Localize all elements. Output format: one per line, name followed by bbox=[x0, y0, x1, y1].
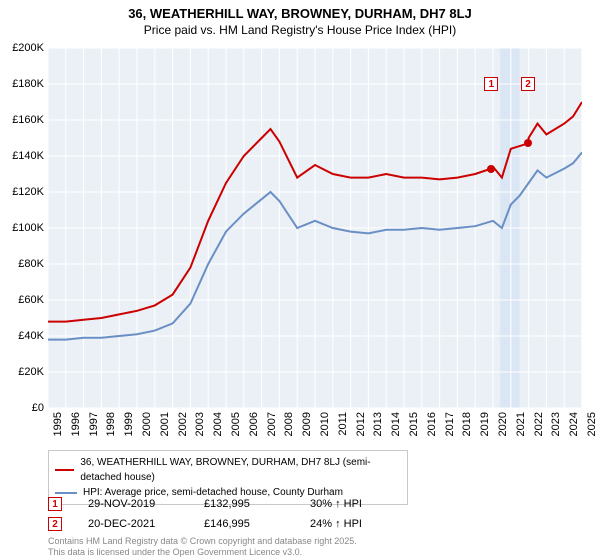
plot-svg bbox=[48, 48, 582, 408]
sale-marker-icon: 2 bbox=[48, 517, 62, 531]
x-tick-label: 1995 bbox=[52, 412, 64, 436]
x-tick-label: 2001 bbox=[159, 412, 171, 436]
attribution-line: This data is licensed under the Open Gov… bbox=[48, 547, 357, 558]
legend-label: 36, WEATHERHILL WAY, BROWNEY, DURHAM, DH… bbox=[80, 455, 401, 485]
attribution-line: Contains HM Land Registry data © Crown c… bbox=[48, 536, 357, 547]
x-tick-label: 2025 bbox=[586, 412, 598, 436]
x-tick-label: 2010 bbox=[319, 412, 331, 436]
attribution: Contains HM Land Registry data © Crown c… bbox=[48, 536, 357, 558]
sales-table: 1 29-NOV-2019 £132,995 30% ↑ HPI 2 20-DE… bbox=[48, 494, 362, 534]
legend-swatch bbox=[55, 469, 74, 471]
sale-delta: 30% ↑ HPI bbox=[310, 498, 362, 510]
sale-price: £146,995 bbox=[204, 518, 284, 530]
sale-marker-on-chart: 2 bbox=[521, 77, 535, 91]
x-tick-label: 2018 bbox=[461, 412, 473, 436]
x-tick-label: 2013 bbox=[372, 412, 384, 436]
sale-marker-icon: 1 bbox=[48, 497, 62, 511]
x-tick-label: 2004 bbox=[212, 412, 224, 436]
x-tick-label: 2002 bbox=[177, 412, 189, 436]
x-tick-label: 2017 bbox=[444, 412, 456, 436]
x-tick-label: 2009 bbox=[301, 412, 313, 436]
chart-title: 36, WEATHERHILL WAY, BROWNEY, DURHAM, DH… bbox=[0, 6, 600, 21]
x-tick-label: 2019 bbox=[479, 412, 491, 436]
x-tick-label: 2000 bbox=[141, 412, 153, 436]
x-tick-label: 2011 bbox=[337, 412, 349, 436]
x-tick-label: 2008 bbox=[283, 412, 295, 436]
x-tick-label: 1999 bbox=[123, 412, 135, 436]
x-tick-label: 2006 bbox=[248, 412, 260, 436]
sales-row: 2 20-DEC-2021 £146,995 24% ↑ HPI bbox=[48, 514, 362, 534]
y-tick-label: £0 bbox=[0, 402, 44, 414]
x-tick-label: 2015 bbox=[408, 412, 420, 436]
x-tick-label: 1998 bbox=[105, 412, 117, 436]
chart-container: 36, WEATHERHILL WAY, BROWNEY, DURHAM, DH… bbox=[0, 0, 600, 560]
y-tick-label: £40K bbox=[0, 330, 44, 342]
sale-delta: 24% ↑ HPI bbox=[310, 518, 362, 530]
sale-date: 20-DEC-2021 bbox=[88, 518, 178, 530]
legend-item: 36, WEATHERHILL WAY, BROWNEY, DURHAM, DH… bbox=[55, 455, 401, 485]
x-tick-label: 2024 bbox=[568, 412, 580, 436]
y-tick-label: £20K bbox=[0, 366, 44, 378]
y-tick-label: £200K bbox=[0, 42, 44, 54]
sale-marker-on-chart: 1 bbox=[484, 77, 498, 91]
sales-row: 1 29-NOV-2019 £132,995 30% ↑ HPI bbox=[48, 494, 362, 514]
y-tick-label: £100K bbox=[0, 222, 44, 234]
x-tick-label: 2003 bbox=[194, 412, 206, 436]
x-tick-label: 2023 bbox=[550, 412, 562, 436]
x-tick-label: 1997 bbox=[88, 412, 100, 436]
x-tick-label: 2016 bbox=[426, 412, 438, 436]
x-tick-label: 2005 bbox=[230, 412, 242, 436]
x-tick-label: 2007 bbox=[266, 412, 278, 436]
y-tick-label: £80K bbox=[0, 258, 44, 270]
y-tick-label: £120K bbox=[0, 186, 44, 198]
x-tick-label: 2020 bbox=[497, 412, 509, 436]
plot-area: 12 bbox=[48, 48, 582, 408]
y-tick-label: £160K bbox=[0, 114, 44, 126]
y-tick-label: £140K bbox=[0, 150, 44, 162]
y-tick-label: £60K bbox=[0, 294, 44, 306]
x-tick-label: 2014 bbox=[390, 412, 402, 436]
x-tick-label: 2012 bbox=[355, 412, 367, 436]
x-tick-label: 1996 bbox=[70, 412, 82, 436]
sale-dot bbox=[524, 139, 532, 147]
y-tick-label: £180K bbox=[0, 78, 44, 90]
sale-dot bbox=[487, 165, 495, 173]
sale-date: 29-NOV-2019 bbox=[88, 498, 178, 510]
x-tick-label: 2021 bbox=[515, 412, 527, 436]
title-block: 36, WEATHERHILL WAY, BROWNEY, DURHAM, DH… bbox=[0, 0, 600, 37]
x-tick-label: 2022 bbox=[533, 412, 545, 436]
chart-subtitle: Price paid vs. HM Land Registry's House … bbox=[0, 23, 600, 37]
sale-price: £132,995 bbox=[204, 498, 284, 510]
